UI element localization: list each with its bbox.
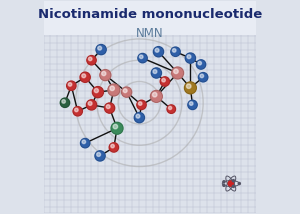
Circle shape bbox=[232, 185, 235, 187]
Circle shape bbox=[100, 70, 111, 81]
Circle shape bbox=[228, 181, 233, 186]
Circle shape bbox=[67, 81, 76, 91]
Circle shape bbox=[172, 49, 176, 52]
Text: NMN: NMN bbox=[136, 27, 164, 40]
Circle shape bbox=[189, 102, 193, 105]
Circle shape bbox=[185, 53, 196, 63]
Circle shape bbox=[97, 153, 101, 156]
Circle shape bbox=[134, 113, 145, 123]
Circle shape bbox=[188, 100, 197, 110]
Circle shape bbox=[87, 56, 96, 65]
Circle shape bbox=[108, 84, 120, 96]
FancyBboxPatch shape bbox=[44, 1, 256, 35]
Circle shape bbox=[88, 57, 92, 61]
Circle shape bbox=[200, 74, 204, 78]
Circle shape bbox=[98, 46, 102, 50]
Circle shape bbox=[152, 92, 157, 97]
Circle shape bbox=[113, 124, 118, 129]
Circle shape bbox=[106, 105, 110, 108]
Circle shape bbox=[184, 82, 196, 94]
Circle shape bbox=[232, 180, 235, 182]
Circle shape bbox=[137, 100, 146, 110]
Circle shape bbox=[187, 84, 191, 88]
Text: Nicotinamide mononucleotide: Nicotinamide mononucleotide bbox=[38, 8, 262, 21]
Circle shape bbox=[196, 60, 206, 69]
Circle shape bbox=[86, 100, 97, 110]
Circle shape bbox=[199, 73, 208, 82]
Circle shape bbox=[223, 184, 225, 186]
Circle shape bbox=[102, 71, 106, 76]
Circle shape bbox=[92, 87, 104, 98]
Circle shape bbox=[94, 88, 98, 93]
Circle shape bbox=[138, 102, 142, 105]
Circle shape bbox=[111, 144, 114, 148]
Circle shape bbox=[96, 45, 106, 55]
Circle shape bbox=[60, 98, 70, 107]
Circle shape bbox=[138, 54, 147, 63]
Circle shape bbox=[68, 83, 72, 86]
Circle shape bbox=[174, 69, 178, 74]
Circle shape bbox=[104, 103, 115, 113]
Circle shape bbox=[187, 55, 191, 59]
Circle shape bbox=[82, 74, 86, 78]
Circle shape bbox=[122, 87, 132, 97]
Circle shape bbox=[153, 70, 157, 73]
Circle shape bbox=[80, 72, 90, 82]
Circle shape bbox=[123, 89, 127, 93]
Circle shape bbox=[136, 114, 140, 118]
Circle shape bbox=[82, 140, 85, 144]
Circle shape bbox=[160, 77, 170, 86]
Circle shape bbox=[109, 143, 119, 152]
Circle shape bbox=[111, 122, 123, 134]
Circle shape bbox=[110, 86, 115, 91]
Circle shape bbox=[80, 138, 90, 148]
Circle shape bbox=[140, 55, 143, 59]
Circle shape bbox=[95, 151, 105, 161]
Circle shape bbox=[172, 67, 184, 79]
Circle shape bbox=[171, 47, 180, 56]
Circle shape bbox=[155, 48, 159, 52]
Circle shape bbox=[151, 68, 161, 78]
Circle shape bbox=[169, 106, 172, 110]
Circle shape bbox=[238, 183, 240, 185]
Circle shape bbox=[167, 105, 176, 113]
Circle shape bbox=[150, 91, 162, 102]
Circle shape bbox=[153, 47, 164, 57]
Circle shape bbox=[62, 100, 65, 103]
Circle shape bbox=[75, 108, 78, 112]
Circle shape bbox=[88, 101, 92, 105]
Circle shape bbox=[73, 107, 82, 116]
Circle shape bbox=[223, 181, 225, 183]
Circle shape bbox=[198, 61, 202, 65]
Circle shape bbox=[162, 78, 165, 82]
